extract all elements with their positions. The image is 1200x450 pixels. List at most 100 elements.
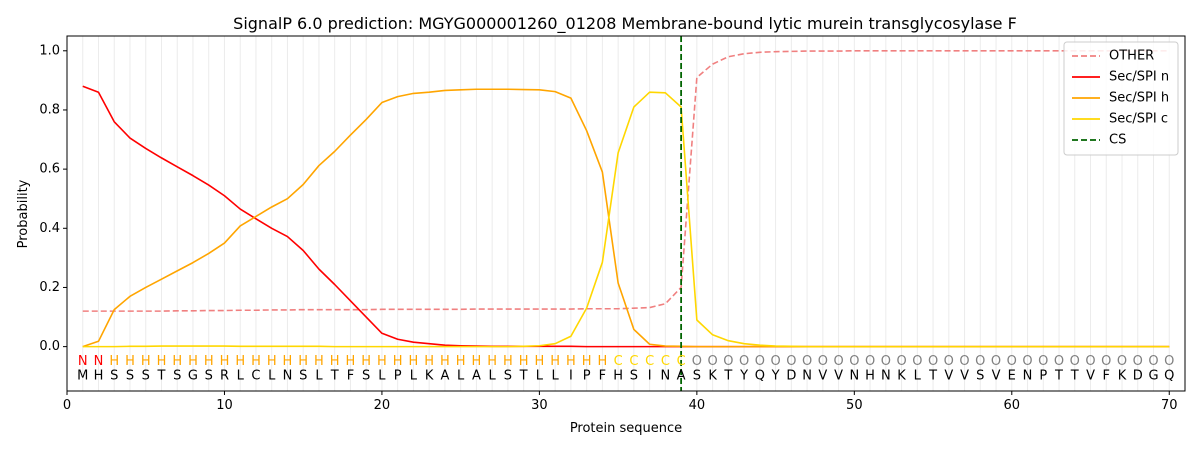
- residue-label: V: [992, 369, 1001, 384]
- x-tick-label: 30: [531, 398, 548, 413]
- residue-label: S: [976, 369, 984, 384]
- series-line-other: [82, 49, 1170, 312]
- region-label: H: [283, 354, 293, 369]
- residue-label: Y: [771, 369, 780, 384]
- region-label: O: [881, 354, 891, 369]
- region-label: O: [833, 354, 843, 369]
- residue-label: V: [944, 369, 953, 384]
- series-layer: [82, 36, 1170, 391]
- residue-label: S: [299, 369, 307, 384]
- region-label: H: [330, 354, 340, 369]
- y-tick-label: 1.0: [39, 43, 60, 58]
- residue-label: S: [110, 369, 118, 384]
- y-axis-label: Probability: [16, 179, 31, 248]
- x-tick-label: 50: [846, 398, 863, 413]
- residue-label: V: [1086, 369, 1095, 384]
- region-label: H: [550, 354, 560, 369]
- region-label: O: [1070, 354, 1080, 369]
- region-label: O: [1148, 354, 1158, 369]
- region-label: H: [409, 354, 419, 369]
- residue-label: L: [268, 369, 276, 384]
- region-label: O: [912, 354, 922, 369]
- residue-label: S: [362, 369, 370, 384]
- residue-label: L: [457, 369, 465, 384]
- region-label: H: [188, 354, 198, 369]
- residue-label: R: [220, 369, 229, 384]
- region-label: H: [109, 354, 119, 369]
- region-label: H: [361, 354, 371, 369]
- region-label: O: [770, 354, 780, 369]
- residue-label: K: [1118, 369, 1127, 384]
- residue-label: M: [77, 369, 88, 384]
- residue-label: K: [425, 369, 434, 384]
- residue-label: A: [472, 369, 481, 384]
- residue-label: F: [599, 369, 606, 384]
- region-label: O: [991, 354, 1001, 369]
- legend: OTHER Sec/SPI n Sec/SPI h Sec/SPI c CS: [1063, 41, 1179, 156]
- legend-box: [1063, 41, 1179, 156]
- legend-label: CS: [1109, 133, 1126, 148]
- region-label: O: [1007, 354, 1017, 369]
- residue-label: T: [723, 369, 732, 384]
- region-label: H: [487, 354, 497, 369]
- region-label: O: [1022, 354, 1032, 369]
- region-label: O: [928, 354, 938, 369]
- region-label: C: [661, 354, 670, 369]
- residue-label: Q: [1164, 369, 1174, 384]
- region-label: H: [298, 354, 308, 369]
- legend-label: OTHER: [1109, 49, 1154, 64]
- residue-label: D: [1133, 369, 1143, 384]
- residue-label: L: [410, 369, 418, 384]
- plot-frame: [66, 35, 1186, 392]
- region-label: H: [503, 354, 513, 369]
- residue-label: S: [142, 369, 150, 384]
- region-label: O: [723, 354, 733, 369]
- residue-label: K: [708, 369, 717, 384]
- residue-label: N: [849, 369, 859, 384]
- residue-label: G: [188, 369, 198, 384]
- region-label: N: [78, 354, 88, 369]
- y-tick-label: 0.4: [39, 221, 60, 236]
- x-tick-label: 10: [216, 398, 233, 413]
- region-label: H: [251, 354, 261, 369]
- region-label: O: [707, 354, 717, 369]
- region-label: O: [944, 354, 954, 369]
- residue-label: L: [378, 369, 386, 384]
- region-label: O: [1117, 354, 1127, 369]
- region-label: H: [440, 354, 450, 369]
- residue-label: V: [818, 369, 827, 384]
- residue-label: S: [126, 369, 134, 384]
- residue-label: N: [802, 369, 812, 384]
- residue-label: D: [786, 369, 796, 384]
- residue-label: N: [1023, 369, 1033, 384]
- residue-label: L: [914, 369, 922, 384]
- residue-label: T: [330, 369, 339, 384]
- residue-label: Y: [739, 369, 748, 384]
- region-label: O: [818, 354, 828, 369]
- x-tick-label: 70: [1161, 398, 1178, 413]
- residue-label: A: [677, 369, 686, 384]
- residue-label: T: [157, 369, 166, 384]
- residue-label: L: [536, 369, 544, 384]
- region-label: H: [314, 354, 324, 369]
- region-label: C: [614, 354, 623, 369]
- x-tick-label: 60: [1004, 398, 1021, 413]
- y-tick-label: 0.2: [39, 280, 60, 295]
- x-tick-label: 20: [374, 398, 391, 413]
- residue-label: T: [1070, 369, 1079, 384]
- region-label: O: [1164, 354, 1174, 369]
- region-label: H: [472, 354, 482, 369]
- chart-title: SignalP 6.0 prediction: MGYG000001260_01…: [233, 14, 1017, 34]
- grid-layer: [82, 36, 1170, 391]
- region-label: O: [1054, 354, 1064, 369]
- residue-label: G: [1148, 369, 1158, 384]
- residue-label: V: [960, 369, 969, 384]
- region-label: C: [677, 354, 686, 369]
- region-label: O: [786, 354, 796, 369]
- region-label: O: [802, 354, 812, 369]
- region-label: C: [645, 354, 654, 369]
- y-tick-label: 0.8: [39, 102, 60, 117]
- y-tick-label: 0.6: [39, 162, 60, 177]
- region-label: O: [1038, 354, 1048, 369]
